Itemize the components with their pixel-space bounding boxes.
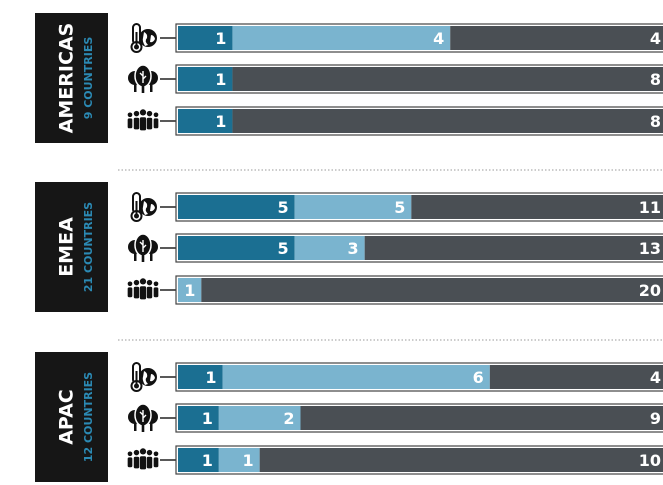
segment-value-label: 9 (650, 409, 661, 428)
region-bar-americas (35, 13, 108, 143)
segment-value-label: 1 (215, 29, 226, 48)
segment-value-label: 4 (433, 29, 444, 48)
region-name: APAC (56, 389, 78, 445)
trees-icon (128, 403, 158, 432)
bar-segment-2 (222, 365, 490, 389)
bar-segment-1 (178, 67, 233, 91)
segment-value-label: 4 (650, 29, 661, 48)
bar-segment-2 (294, 236, 365, 260)
segment-value-label: 13 (639, 239, 661, 258)
segment-value-label: 1 (184, 281, 195, 300)
bar-segment-3 (201, 278, 663, 302)
people-icon (127, 109, 159, 131)
bar-segment-3 (450, 26, 663, 50)
region-bar-emea (35, 182, 108, 312)
region-name: EMEA (56, 217, 78, 277)
people-icon (127, 278, 159, 300)
bar-segment-1 (178, 406, 219, 430)
bar-segment-1 (178, 195, 295, 219)
segment-value-label: 20 (639, 281, 661, 300)
trees-icon (128, 64, 158, 93)
bar-segment-2 (178, 278, 202, 302)
region-name: AMERICAS (56, 23, 78, 134)
region-bar-apac (35, 352, 108, 482)
segment-value-label: 5 (278, 198, 289, 217)
bar-segment-3 (364, 236, 663, 260)
bar-segment-2 (232, 26, 451, 50)
thermometer-globe-icon (130, 192, 157, 222)
bar-segment-1 (178, 365, 223, 389)
region-country-count: 9 COUNTRIES (82, 37, 95, 120)
bar-segment-1 (178, 109, 233, 133)
bar-segment-3 (232, 109, 663, 133)
segment-value-label: 1 (215, 112, 226, 131)
people-icon (127, 448, 159, 470)
segment-value-label: 10 (639, 451, 661, 470)
segment-value-label: 1 (202, 409, 213, 428)
thermometer-globe-icon (130, 23, 157, 53)
bar-segment-3 (411, 195, 663, 219)
segment-value-label: 1 (243, 451, 254, 470)
segment-value-label: 11 (639, 198, 661, 217)
segment-value-label: 3 (348, 239, 359, 258)
segment-value-label: 6 (473, 368, 484, 387)
bar-segment-3 (259, 448, 663, 472)
segment-value-label: 8 (650, 112, 661, 131)
segment-value-label: 1 (202, 451, 213, 470)
segment-value-label: 4 (650, 368, 661, 387)
bar-segment-1 (178, 26, 233, 50)
bar-segment-1 (178, 448, 219, 472)
segment-value-label: 8 (650, 70, 661, 89)
bar-segment-3 (489, 365, 663, 389)
bar-segment-1 (178, 236, 295, 260)
region-country-count: 12 COUNTRIES (82, 372, 95, 462)
segment-value-label: 2 (283, 409, 294, 428)
segment-value-label: 5 (394, 198, 405, 217)
segment-value-label: 1 (215, 70, 226, 89)
bar-segment-3 (300, 406, 663, 430)
bar-segment-3 (232, 67, 663, 91)
bar-segment-2 (218, 448, 260, 472)
trees-icon (128, 233, 158, 262)
region-country-count: 21 COUNTRIES (82, 202, 95, 292)
bar-segment-2 (294, 195, 412, 219)
segment-value-label: 1 (205, 368, 216, 387)
bar-segment-2 (218, 406, 301, 430)
segment-value-label: 5 (278, 239, 289, 258)
thermometer-globe-icon (130, 362, 157, 392)
